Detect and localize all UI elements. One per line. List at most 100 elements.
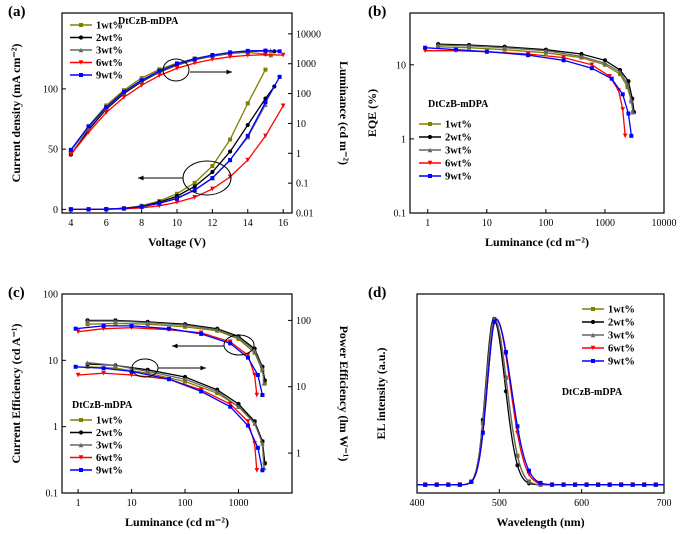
panel-c-series-point	[129, 323, 134, 328]
panel-a-series-point	[263, 67, 268, 72]
panel-c-series-point	[129, 372, 134, 378]
panel-d-point	[469, 479, 474, 484]
panel-a-series-point	[228, 50, 233, 55]
panel-d-legend-label: 2wt%	[608, 318, 635, 329]
panel-d-legend-marker	[590, 332, 596, 338]
panel-b-series-point	[589, 66, 594, 71]
panel-a-legend-marker	[79, 23, 83, 27]
panel-c-series-point	[73, 326, 78, 331]
panel-c-series-point	[260, 393, 265, 398]
panel-c-series-point	[101, 366, 106, 371]
panel-c-series-point	[254, 392, 260, 398]
panel-b-xlabel: Luminance (cd m⁻²)	[485, 235, 589, 249]
panel-a-series-point	[104, 207, 109, 212]
panel-c-legend-label: 6wt%	[96, 453, 123, 464]
panel-c-ellipse-upper	[223, 334, 255, 356]
panel-d-point	[503, 349, 508, 354]
panel-b-series-point	[625, 85, 630, 90]
panel-d-xtick-label: 500	[492, 498, 507, 509]
panel-c-xtick-label: 1	[76, 498, 81, 509]
panel-c-series-point	[166, 326, 171, 331]
panel-d-annotation: DtCzB-mDPA	[562, 387, 623, 398]
panel-b-legend-marker	[428, 174, 432, 178]
panel-c-series-point	[214, 327, 220, 332]
panel-a-series-line	[70, 86, 275, 211]
panel-a-series-point	[263, 133, 268, 139]
panel-a-legend-label: 1wt%	[96, 21, 123, 32]
panel-c-annotation: DtCzB-mDPA	[72, 400, 133, 411]
panel-d-point	[526, 468, 531, 473]
panel-a-series-point	[280, 103, 286, 109]
panel-a-series-point	[68, 207, 73, 212]
panel-a-series-point	[228, 137, 233, 142]
panel-a-series-point	[157, 201, 162, 206]
panel-a-series-point	[192, 180, 197, 185]
panel-a-series-point	[175, 196, 179, 201]
panel-d-point	[503, 375, 509, 380]
panel-a-xtick-label: 16	[278, 218, 288, 229]
panel-a-y2label: Luminance (cd m⁻²)	[337, 61, 351, 165]
panel-c-series-point	[129, 369, 134, 374]
panel-d-point	[446, 482, 451, 487]
panel-a-series-point	[210, 57, 215, 62]
panel-d-point	[434, 482, 439, 487]
panel-a-series-point	[103, 110, 109, 115]
panel-c-series-point	[227, 401, 233, 407]
panel-c-series-point	[245, 419, 251, 424]
panel-a-series-point	[192, 184, 197, 189]
panel-d-point	[480, 430, 485, 435]
panel-a-legend-label: 9wt%	[96, 71, 123, 82]
panel-c-ytick-label: 10	[296, 382, 306, 393]
panel-a-xtick-label: 8	[139, 218, 144, 229]
panel-d-point	[515, 424, 520, 429]
panel-c-ytick-label: 100	[296, 316, 311, 327]
panel-c-legend-marker	[79, 468, 83, 472]
panel-a-series-point	[245, 53, 251, 58]
panel-c-ytick-label: 1	[53, 422, 58, 433]
panel-a-arrow-left-head	[138, 175, 144, 181]
panel-a-legend-marker	[78, 47, 84, 53]
panel-c-series-point	[145, 369, 150, 374]
panel-c-series-point	[254, 467, 260, 473]
panel-a-series-point	[245, 133, 250, 138]
panel-b-ytick-label: 1	[401, 134, 406, 145]
panel-a-series-point	[210, 176, 215, 181]
panel-a-series-point	[139, 78, 144, 83]
panel-d-point	[573, 482, 578, 487]
panel-b-annotation: DtCzB-mDPA	[428, 99, 489, 110]
panel-a-series-point	[210, 164, 215, 169]
panel-a-series-point	[280, 52, 286, 58]
panel-a-ytick-label: 100	[43, 84, 58, 95]
panel-b-series-point	[630, 109, 636, 115]
panel-a-ellipse-upper	[162, 58, 190, 82]
panel-d-legend-label: 1wt%	[608, 305, 635, 316]
panel-b-series-point	[466, 43, 472, 49]
panel-a-series-point	[210, 186, 215, 192]
panel-d-point	[653, 482, 658, 487]
panel-a-series-point	[245, 48, 250, 53]
panel-b-series-point	[629, 98, 634, 103]
panel-c-series-point	[145, 320, 150, 325]
panel-c-legend-label: 9wt%	[96, 466, 123, 477]
panel-c-legend-marker	[78, 455, 84, 460]
panel-c-xtick-label: 100	[178, 498, 193, 509]
panel-c-xlabel: Luminance (cd m⁻²)	[125, 515, 229, 529]
panel-a-legend-marker	[78, 60, 84, 65]
panel-d-point	[515, 453, 520, 458]
panel-a-ylabel: Current density (mA cm⁻²)	[9, 44, 23, 183]
panel-a-series-point	[139, 82, 144, 88]
panel-a-series-point	[157, 68, 162, 73]
panel-a-ytick-label: 100	[296, 89, 311, 100]
panel-d-point	[642, 482, 647, 487]
panel-d-point	[457, 482, 462, 487]
panel-b-series-point	[453, 47, 458, 52]
panel-c-series-point	[182, 376, 188, 382]
panel-c-xtick-label: 1000	[229, 498, 249, 509]
panel-c-y2label: Power Efficiency (lm W⁻¹)	[337, 326, 351, 462]
panel-a-series-point	[263, 48, 268, 53]
panel-b-series-point	[626, 111, 631, 116]
panel-a-legend-marker	[79, 73, 83, 77]
panel-c-ytick-label: 100	[43, 290, 58, 301]
panel-d-ylabel: EL intensity (a.u.)	[374, 347, 388, 439]
panel-c-series-point	[236, 404, 241, 409]
